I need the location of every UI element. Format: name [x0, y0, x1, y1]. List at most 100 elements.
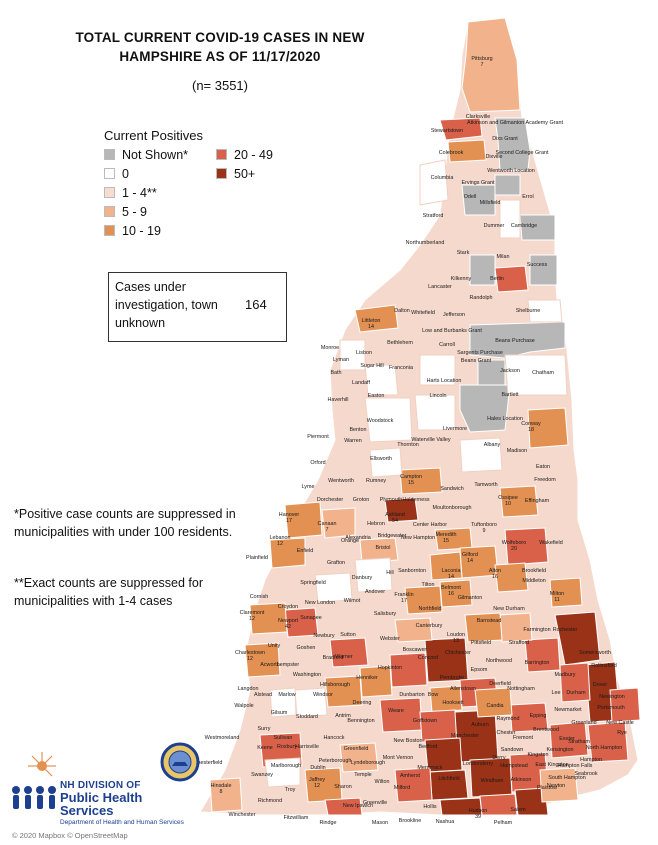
- town-name: Jaffrey: [308, 777, 326, 783]
- town-label: Madbury: [555, 672, 576, 678]
- town-label: Newton: [547, 783, 565, 789]
- town-label: Gilford 14: [462, 552, 478, 564]
- town-name: Stratford: [422, 213, 444, 219]
- town-name: New Castle: [606, 720, 634, 726]
- town-name: Livermore: [443, 426, 467, 432]
- town-label: Hancock: [324, 735, 345, 741]
- town-label: Amherst: [400, 773, 420, 779]
- town-label: Sunapee: [300, 615, 322, 621]
- town-name: Hopkinton: [377, 665, 403, 671]
- town-label: Enfield: [297, 548, 313, 554]
- legend-item: [216, 184, 296, 201]
- title-line-1: TOTAL CURRENT COVID-19 CASES IN NEW: [75, 30, 365, 45]
- town-label: East Kingston: [535, 762, 568, 768]
- town-label: Pembroke: [440, 675, 465, 681]
- town-name: Easton: [367, 393, 385, 399]
- town-name: Sullivan: [273, 735, 293, 741]
- town-name: Lancaster: [428, 284, 452, 290]
- town-label: Landaff: [352, 380, 370, 386]
- town-label: New Ipswich: [343, 803, 373, 809]
- town-label: Jackson: [500, 368, 520, 374]
- town-label: Monroe: [321, 345, 339, 351]
- town-label: Hampton Falls: [558, 763, 593, 769]
- town-name: Barrington: [524, 660, 550, 666]
- town-name: East Kingston: [535, 762, 569, 768]
- town-name: Boscawen: [402, 647, 428, 653]
- town-count: 13: [453, 638, 459, 644]
- town-name: Milan: [496, 254, 510, 260]
- town-label: Roxbury: [277, 744, 297, 750]
- town-label: Greenland: [571, 720, 596, 726]
- town-label: Newington: [599, 694, 624, 700]
- town-name: Cambridge: [510, 223, 538, 229]
- town-label: Hopkinton: [378, 665, 402, 671]
- town-name: Bristol: [375, 545, 391, 551]
- town-label: Freedom: [534, 477, 556, 483]
- town-name: New Durham: [493, 606, 525, 612]
- town-label: Pittsfield: [471, 640, 491, 646]
- town-name: Lee: [551, 690, 561, 696]
- town-label: Wolfeboro 20: [502, 540, 526, 552]
- town-label: Sandwich: [440, 486, 463, 492]
- town-label: Dorchester: [317, 497, 343, 503]
- town-label: Swanzey: [251, 772, 273, 778]
- people-sun-icon: [12, 752, 56, 809]
- town-label: Hillsborough: [320, 682, 350, 688]
- map-subtitle: (n= 3551): [191, 78, 248, 93]
- town-name: Westmoreland: [204, 735, 240, 741]
- town-name: Waterville Valley: [411, 437, 451, 443]
- town-name: Fremont: [512, 735, 534, 741]
- town-name: Wolfeboro: [501, 540, 527, 546]
- town-label: Newbury: [313, 633, 334, 639]
- town-name: Auburn: [471, 722, 489, 728]
- town-label: Albany: [484, 442, 500, 448]
- town-label: Whitefield: [411, 310, 435, 316]
- town-name: Peterborough: [318, 758, 352, 764]
- town-label: Stoddard: [296, 714, 318, 720]
- town-name: Acworth: [260, 662, 280, 668]
- town-count: 12: [314, 783, 320, 789]
- town-name: Madison: [506, 448, 528, 454]
- town-label: Dixville: [485, 154, 502, 160]
- town-name: Brookfield: [522, 568, 546, 574]
- town-name: Beans Grant: [460, 358, 492, 364]
- town-name: Northfield: [418, 606, 442, 612]
- town-name: Hinsdale: [210, 783, 232, 789]
- town-label: Cambridge: [511, 223, 537, 229]
- town-label: Lempster: [277, 662, 299, 668]
- town-name: Dublin: [310, 765, 326, 771]
- town-label: Holderness: [402, 497, 429, 503]
- town-name: Greenville: [362, 800, 388, 806]
- town-label: Danbury: [352, 575, 372, 581]
- town-name: Kilkenny: [450, 276, 472, 282]
- town-label: Warren: [344, 438, 361, 444]
- town-label: Greenfield: [344, 746, 369, 752]
- town-name: Columbia: [430, 175, 454, 181]
- town-label: Peterborough: [319, 758, 352, 764]
- town-name: Bath: [330, 370, 342, 376]
- legend-swatch: [104, 187, 115, 198]
- town-label: Sandown: [501, 747, 523, 753]
- town-name: Hill: [386, 570, 394, 576]
- town-name: Dummer: [483, 223, 505, 229]
- town-name: Madbury: [554, 672, 576, 678]
- town-label: Chatham: [532, 370, 554, 376]
- town-count: 54: [391, 518, 398, 524]
- town-name: Croydon: [277, 604, 299, 610]
- town-name: Rindge: [319, 820, 337, 826]
- town-label: Carroll: [439, 342, 455, 348]
- town-name: New Hampton: [400, 535, 436, 541]
- town-label: Piermont: [307, 434, 329, 440]
- town-label: Belmont 16: [441, 585, 461, 597]
- town-name: Meredith: [435, 532, 457, 538]
- town-name: Orford: [310, 460, 326, 466]
- town-label: Bethlehem: [387, 340, 413, 346]
- town-label: Cornish: [250, 594, 269, 600]
- town-name: Richmond: [257, 798, 283, 804]
- town-name: Greenfield: [343, 746, 369, 752]
- town-name: Harrisville: [295, 744, 319, 750]
- town-label: Croydon: [278, 604, 298, 610]
- town-label: Canaan 7: [318, 521, 337, 533]
- town-label: Litchfield: [438, 776, 459, 782]
